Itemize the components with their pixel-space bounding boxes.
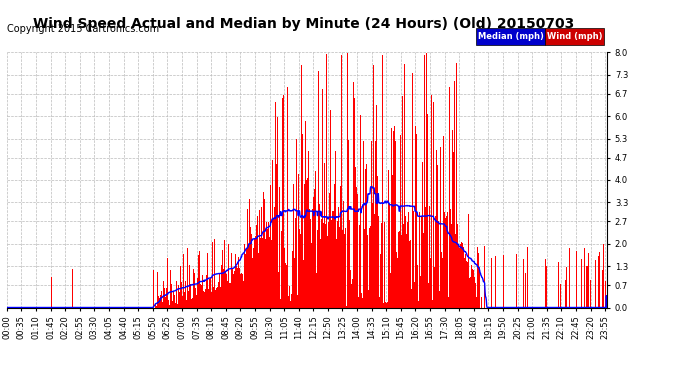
Text: Median (mph): Median (mph)	[477, 32, 544, 41]
Text: Wind (mph): Wind (mph)	[546, 32, 602, 41]
Text: Copyright 2015 Cartronics.com: Copyright 2015 Cartronics.com	[7, 24, 159, 34]
Text: Wind Speed Actual and Median by Minute (24 Hours) (Old) 20150703: Wind Speed Actual and Median by Minute (…	[33, 17, 574, 31]
